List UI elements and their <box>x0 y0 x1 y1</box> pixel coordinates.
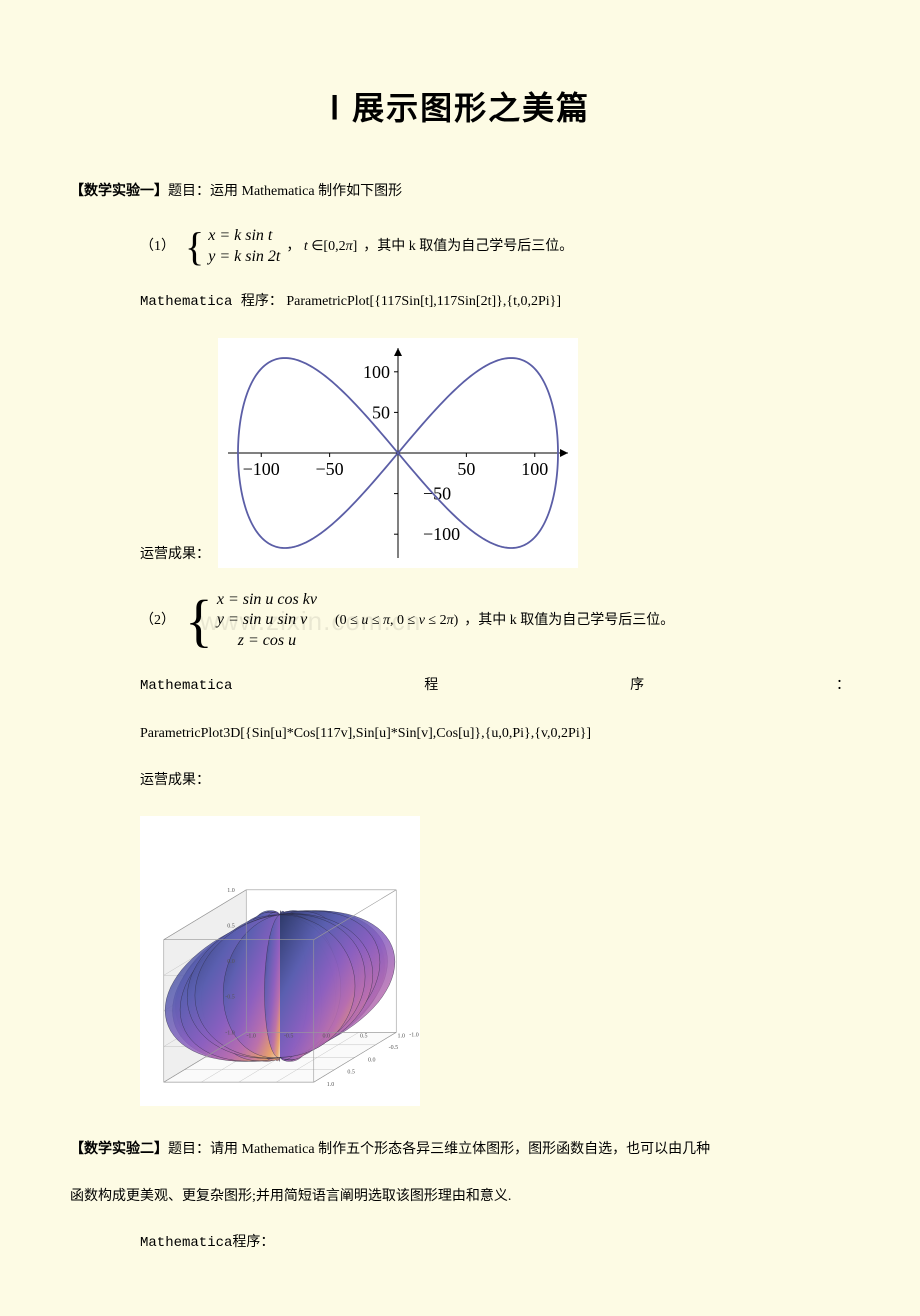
item2-mma-mid2: 序 <box>630 674 644 699</box>
svg-text:-1.0: -1.0 <box>246 1033 256 1039</box>
svg-text:0.0: 0.0 <box>368 1057 376 1063</box>
svg-text:-0.5: -0.5 <box>284 1033 294 1039</box>
item2-domain: (0 ≤ u ≤ π, 0 ≤ v ≤ 2π) <box>335 608 458 633</box>
svg-text:50: 50 <box>372 402 390 422</box>
item1-code: ParametricPlot[{117Sin[t],117Sin[2t]},{t… <box>286 294 561 309</box>
lissajous-plot: −100−5050100−100−5050100 <box>218 338 578 568</box>
brace-icon: { <box>185 227 204 267</box>
svg-text:100: 100 <box>363 361 390 381</box>
item2-mma-mid: 程 <box>424 674 438 699</box>
item1-domain: ， t ∈[0,2π] <box>286 234 357 259</box>
item2-num: （2） <box>140 608 175 633</box>
svg-text:-1.0: -1.0 <box>409 1032 419 1038</box>
svg-text:−100: −100 <box>243 459 280 479</box>
svg-text:0.0: 0.0 <box>227 959 235 965</box>
eq2-3: z = cos u <box>217 631 317 652</box>
eq2-1: x = sin u cos kv <box>217 590 317 611</box>
item2-code: ParametricPlot3D[{Sin[u]*Cos[117v],Sin[u… <box>140 726 591 741</box>
surface-plot: -1.0 -1.0 -1.0 -0.5 -0.5 -0.5 0.0 0.0 0.0 0.5 0.5 0… <box>140 816 850 1106</box>
item2-mma-row: Mathematica 程 序 ： <box>140 674 850 699</box>
svg-text:0.5: 0.5 <box>227 923 235 929</box>
exp2-block: 【数学实验二】题目：请用 Mathematica 制作五个形态各异三维立体图形，… <box>70 1136 850 1162</box>
item2-code-row: ParametricPlot3D[{Sin[u]*Cos[117v],Sin[u… <box>140 721 850 746</box>
brace-icon: { <box>185 592 213 650</box>
exp1-item1-eq: （1） { x = k sin t y = k sin 2t ， t ∈[0,2… <box>140 226 850 268</box>
svg-text:-1.0: -1.0 <box>225 1030 235 1036</box>
svg-text:50: 50 <box>457 459 475 479</box>
item1-mma-label: Mathematica 程序： <box>140 294 283 310</box>
svg-text:-0.5: -0.5 <box>225 994 235 1000</box>
svg-text:100: 100 <box>521 459 548 479</box>
exp1-header: 【数学实验一】题目：运用 Mathematica 制作如下图形 <box>70 178 850 204</box>
eq2: y = k sin 2t <box>208 247 280 268</box>
svg-text:1.0: 1.0 <box>327 1082 335 1088</box>
item1-result-label: 运营成果： <box>140 542 210 567</box>
exp2-label: 【数学实验二】 <box>70 1140 168 1156</box>
exp2-prompt: 题目：请用 Mathematica 制作五个形态各异三维立体图形，图形函数自选，… <box>168 1142 710 1157</box>
svg-text:1.0: 1.0 <box>397 1033 405 1039</box>
svg-text:-0.5: -0.5 <box>389 1044 399 1050</box>
svg-text:0.0: 0.0 <box>322 1033 330 1039</box>
item2-mma-tail: ： <box>836 674 850 699</box>
item2-mma-label: Mathematica <box>140 674 232 699</box>
svg-text:−100: −100 <box>423 524 460 544</box>
svg-text:1.0: 1.0 <box>227 887 235 893</box>
eq1: x = k sin t <box>208 226 280 247</box>
svg-text:−50: −50 <box>316 459 344 479</box>
exp1-item2-eq: （2） { x = sin u cos kv y = sin u sin v z… <box>140 590 850 652</box>
exp2-mma-label: Mathematica程序： <box>140 1231 850 1256</box>
eq2-2: y = sin u sin v <box>217 610 317 631</box>
item1-num: （1） <box>140 234 175 259</box>
exp1-label: 【数学实验一】 <box>70 182 168 198</box>
item1-code-row: Mathematica 程序： ParametricPlot[{117Sin[t… <box>140 289 850 315</box>
page-title: Ⅰ 展示图形之美篇 <box>70 80 850 138</box>
item1-result-row: 运营成果： −100−5050100−100−5050100 <box>140 338 850 568</box>
exp1-prompt: 题目：运用 Mathematica 制作如下图形 <box>168 184 402 199</box>
item2-note: ，其中 k 取值为自己学号后三位。 <box>464 608 674 633</box>
item1-note: ，其中 k 取值为自己学号后三位。 <box>363 234 573 259</box>
svg-text:0.5: 0.5 <box>360 1033 368 1039</box>
item2-result-label: 运营成果： <box>140 768 850 793</box>
exp2-prompt2: 函数构成更美观、更复杂图形;并用简短语言阐明选取该图形理由和意义. <box>70 1184 850 1209</box>
svg-text:0.5: 0.5 <box>347 1069 355 1075</box>
